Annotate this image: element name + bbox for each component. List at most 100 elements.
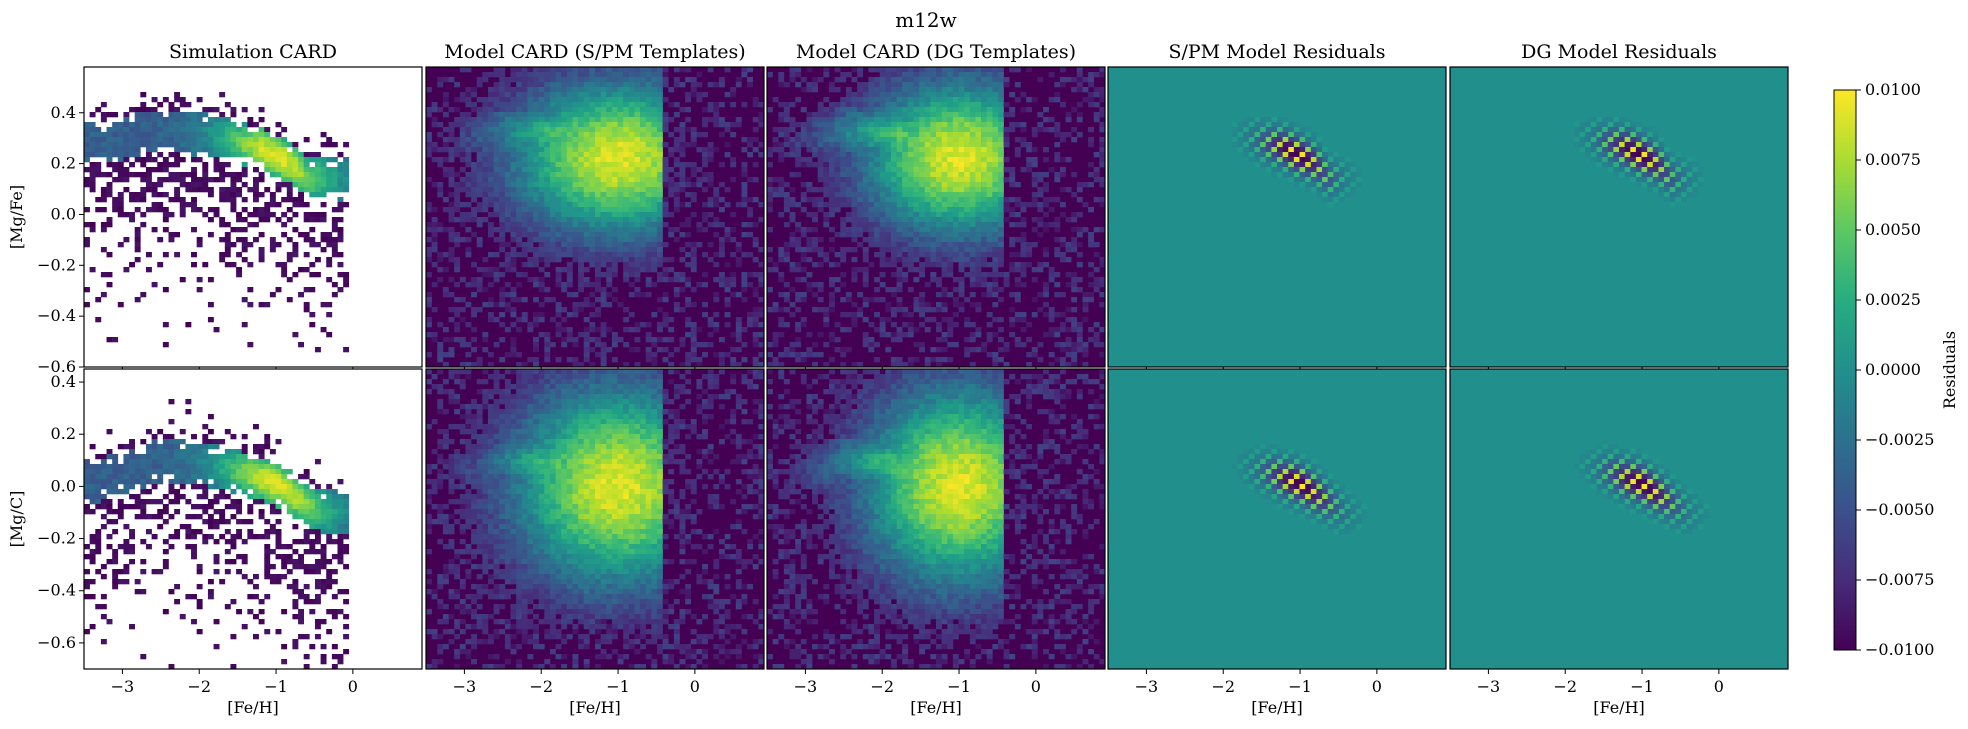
- heatmap-cell: [123, 212, 130, 218]
- heatmap-cell: [566, 107, 573, 113]
- heatmap-cell: [343, 182, 350, 188]
- heatmap-cell: [958, 177, 965, 183]
- heatmap-cell: [930, 167, 937, 173]
- heatmap-cell: [343, 202, 350, 208]
- heatmap-cell: [628, 132, 635, 138]
- heatmap-cell: [851, 257, 858, 263]
- heatmap-cell: [981, 272, 987, 278]
- heatmap-cell: [767, 197, 773, 203]
- heatmap-cell: [981, 82, 987, 88]
- heatmap-cell: [890, 112, 897, 118]
- heatmap-cell: [919, 322, 926, 328]
- heatmap-cell: [292, 172, 299, 178]
- heatmap-cell: [1043, 312, 1049, 318]
- heatmap-cell: [224, 102, 231, 108]
- heatmap-cell: [504, 102, 511, 108]
- heatmap-cell: [471, 122, 477, 128]
- heatmap-cell: [253, 197, 259, 203]
- heatmap-cell: [645, 132, 652, 138]
- heatmap-cell: [1037, 307, 1044, 313]
- heatmap-cell: [890, 97, 897, 103]
- heatmap-cell: [476, 282, 483, 288]
- heatmap-cell: [448, 157, 455, 163]
- heatmap-cell: [241, 147, 248, 153]
- heatmap-cell: [907, 227, 914, 233]
- heatmap-cell: [812, 352, 818, 358]
- heatmap-cell: [595, 127, 601, 133]
- heatmap-cell: [981, 167, 987, 173]
- heatmap-cell: [896, 327, 903, 333]
- heatmap-cell: [129, 172, 135, 178]
- heatmap-cell: [713, 82, 720, 88]
- heatmap-cell: [656, 202, 663, 208]
- heatmap-cell: [907, 107, 914, 113]
- heatmap-cell: [936, 157, 942, 163]
- heatmap-cell: [902, 197, 909, 203]
- heatmap-cell: [600, 182, 607, 188]
- heatmap-cell: [465, 217, 472, 223]
- heatmap-cell: [907, 72, 914, 78]
- heatmap-cell: [1009, 292, 1016, 298]
- heatmap-cell: [651, 87, 658, 93]
- heatmap-cell: [879, 82, 886, 88]
- heatmap-cell: [600, 102, 607, 108]
- heatmap-cell: [544, 117, 551, 123]
- heatmap-cell: [606, 77, 613, 83]
- heatmap-cell: [767, 152, 773, 158]
- heatmap-cell: [482, 77, 489, 83]
- heatmap-cell: [561, 227, 568, 233]
- heatmap-cell: [862, 207, 869, 213]
- heatmap-cell: [1059, 67, 1066, 73]
- heatmap-cell: [600, 242, 607, 248]
- heatmap-cell: [337, 177, 344, 183]
- heatmap-cell: [628, 252, 635, 258]
- heatmap-cell: [504, 172, 511, 178]
- heatmap-cell: [958, 157, 965, 163]
- heatmap-cell: [549, 342, 556, 348]
- heatmap-cell: [992, 222, 999, 228]
- heatmap-cell: [634, 182, 641, 188]
- heatmap-cell: [902, 227, 909, 233]
- heatmap-cell: [623, 327, 630, 333]
- heatmap-cell: [690, 247, 697, 253]
- heatmap-cell: [1054, 357, 1061, 363]
- heatmap-cell: [561, 212, 568, 218]
- heatmap-cell: [533, 82, 539, 88]
- heatmap-cell: [902, 202, 909, 208]
- heatmap-cell: [651, 172, 658, 178]
- heatmap-cell: [874, 132, 880, 138]
- heatmap-cell: [851, 152, 858, 158]
- heatmap-cell: [241, 167, 248, 173]
- heatmap-cell: [106, 132, 113, 138]
- heatmap-cell: [936, 232, 942, 238]
- heatmap-cell: [219, 252, 226, 258]
- heatmap-cell: [442, 197, 449, 203]
- heatmap-cell: [247, 122, 254, 128]
- heatmap-cell: [448, 202, 455, 208]
- heatmap-cell: [611, 197, 618, 203]
- heatmap-cell: [685, 252, 692, 258]
- heatmap-cell: [823, 147, 830, 153]
- heatmap-cell: [907, 217, 914, 223]
- heatmap-cell: [482, 272, 489, 278]
- heatmap-cell: [758, 217, 765, 223]
- heatmap-cell: [320, 132, 327, 138]
- heatmap-cell: [544, 87, 551, 93]
- heatmap-cell: [902, 247, 909, 253]
- heatmap-cell: [89, 267, 96, 273]
- heatmap-cell: [936, 347, 942, 353]
- heatmap-cell: [828, 337, 835, 343]
- heatmap-cell: [930, 262, 937, 268]
- heatmap-cell: [702, 157, 708, 163]
- heatmap-cell: [471, 117, 477, 123]
- heatmap-cell: [179, 207, 186, 213]
- heatmap-cell: [806, 187, 813, 193]
- heatmap-cell: [454, 142, 461, 148]
- heatmap-cell: [482, 152, 489, 158]
- heatmap-cell: [281, 212, 288, 218]
- heatmap-cell: [538, 287, 545, 293]
- heatmap-cell: [713, 192, 720, 198]
- heatmap-cell: [578, 242, 585, 248]
- heatmap-cell: [823, 127, 830, 133]
- heatmap-cell: [747, 232, 754, 238]
